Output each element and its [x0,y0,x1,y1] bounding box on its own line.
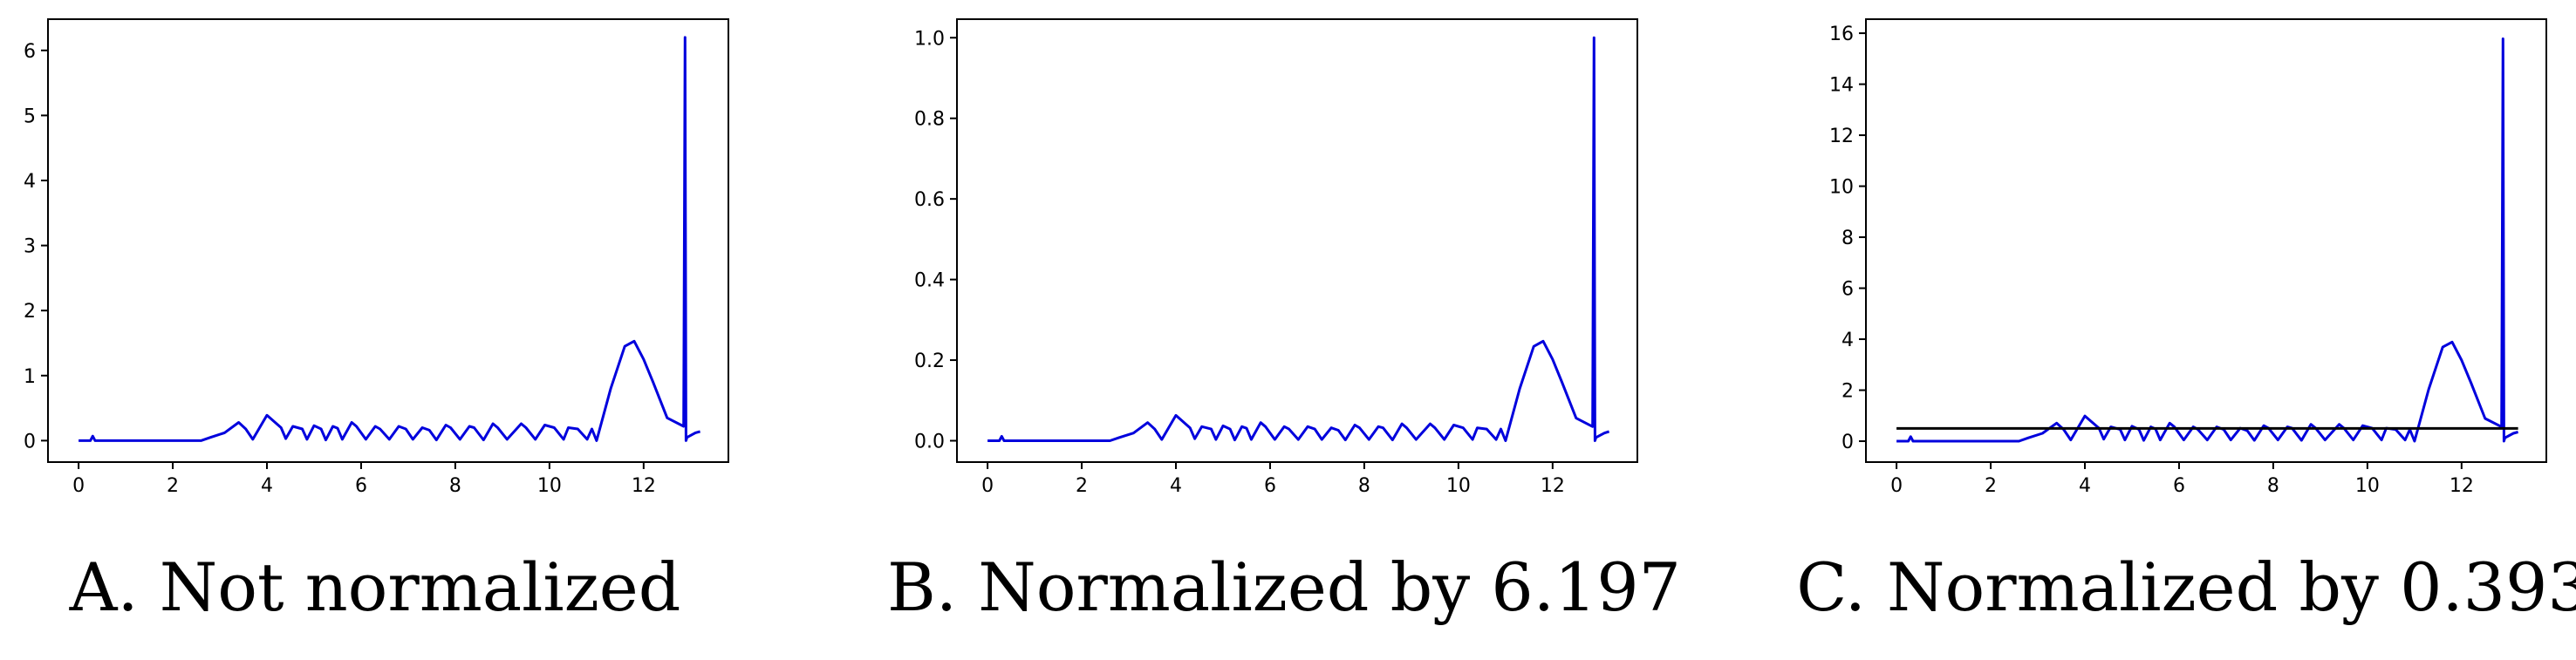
panel-a-x-tick-label: 6 [355,475,367,497]
panel-c-x-tick-label: 6 [2173,475,2185,497]
panel-b-y-tick-label: 0.6 [914,189,945,211]
panel-c: 0 2 4 6 8 10 12 0 2 4 6 8 10 12 14 16 C. Normalized by 0… [1796,18,2576,626]
panel-c-x-tick-label: 12 [2450,475,2474,497]
panel-b-y-tick-label: 1.0 [914,28,945,50]
panel-b-y-tick-label: 0.8 [914,109,945,131]
panel-b-x-tick-label: 2 [1076,475,1088,497]
panel-b-x-tick-label: 4 [1170,475,1182,497]
panel-a-y-tick-label: 0 [24,431,36,452]
panel-a-axes-frame [47,18,729,463]
panel-a-caption: A. Not normalized [69,548,681,626]
panel-a-x-tick-label: 8 [449,475,461,497]
panel-c-y-tick-label: 10 [1829,177,1854,199]
panel-c-series-line [1896,37,2519,443]
panel-a-x-tick-label: 10 [537,475,562,497]
panel-b-x-tick-label: 8 [1358,475,1370,497]
panel-a-x-tick-label: 12 [632,475,656,497]
panel-a-y-tick-label: 5 [24,105,36,127]
panel-c-y-tick-label: 4 [1841,330,1854,351]
panel-b-x-tick-label: 6 [1264,475,1276,497]
panel-c-x-tick-label: 2 [1985,475,1997,497]
panel-a-x-tick-label: 0 [72,475,85,497]
panel-c-x-tick-label: 4 [2079,475,2091,497]
panel-c-y-tick-label: 12 [1829,126,1854,147]
panel-c-y-tick-label: 6 [1841,279,1854,301]
panel-b-y-tick-label: 0.0 [914,432,945,453]
panel-a-y-tick-label: 2 [24,301,36,323]
panel-b-y-tick-label: 0.2 [914,350,945,372]
panel-c-x-tick-label: 10 [2355,475,2380,497]
panel-c-x-tick-label: 8 [2267,475,2279,497]
panel-b: 0 2 4 6 8 10 12 0.0 0.2 0.4 0.6 0.8 1.0 B. Normalized… [887,18,1681,626]
panel-a-y-tick-label: 1 [24,366,36,388]
panel-a-x-tick-label: 2 [167,475,179,497]
panel-b-series-line [987,36,1610,442]
panel-c-y-tick-label: 16 [1829,24,1854,45]
panel-c-y-tick-label: 0 [1841,432,1854,453]
panel-c-x-tick-label: 0 [1890,475,1903,497]
panel-b-x-tick-label: 10 [1446,475,1471,497]
panel-c-y-tick-label: 2 [1841,381,1854,403]
panel-a-x-tick-label: 4 [261,475,273,497]
panel-c-caption: C. Normalized by 0.393 [1796,548,2576,626]
panel-c-y-tick-label: 14 [1829,75,1854,97]
panel-c-y-tick-label: 8 [1841,228,1854,249]
panel-a-y-tick-label: 3 [24,236,36,258]
panel-b-x-tick-label: 0 [981,475,994,497]
panel-a-y-tick-label: 4 [24,171,36,193]
panel-b-caption: B. Normalized by 6.197 [887,548,1681,626]
panel-b-axes-frame [956,18,1638,463]
panel-a-y-tick-label: 6 [24,41,36,63]
panel-b-y-tick-label: 0.4 [914,270,945,292]
panel-b-x-tick-label: 12 [1541,475,1565,497]
panel-c-axes-frame [1865,18,2547,463]
panel-a-series-line [79,36,701,442]
